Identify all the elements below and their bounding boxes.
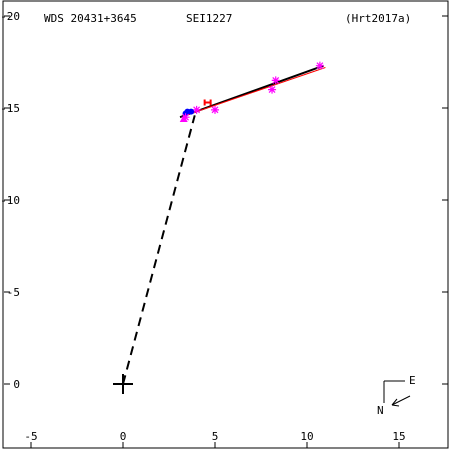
wds-id-label: WDS 20431+3645	[44, 12, 137, 25]
observation-asterisk-3	[211, 105, 219, 114]
observation-asterisk-9	[181, 113, 190, 122]
node-to-primary-dashed-line	[122, 115, 196, 385]
compass-north-label: N	[377, 404, 384, 417]
x-tick-label: 15	[392, 430, 405, 443]
x-tick-label: -5	[24, 430, 37, 443]
fit-lines-group	[113, 64, 326, 394]
discoverer-label: SEI1227	[186, 12, 232, 25]
compass-east-label: E	[409, 374, 416, 387]
y-tick-label: 0	[13, 378, 20, 391]
axes-group: -5 0 5 10 15 -20 -15 -10 -5 0	[0, 10, 448, 448]
observation-square-4	[203, 99, 212, 106]
linear-fit-line	[185, 67, 326, 116]
observation-triangle-10	[179, 115, 188, 123]
observation-asterisk-1	[271, 76, 280, 85]
x-tick-label: 5	[212, 430, 219, 443]
observation-marks-group	[179, 61, 324, 123]
y-tick-label: -20	[0, 10, 20, 23]
compass-arrowhead	[391, 398, 400, 407]
observation-asterisk-5	[192, 105, 201, 114]
x-tick-label: 10	[300, 430, 313, 443]
observation-asterisk-2	[268, 85, 277, 94]
y-tick-label: -5	[7, 286, 20, 299]
observation-asterisk-0	[315, 61, 324, 70]
compass: E N	[377, 374, 416, 417]
y-tick-label: -10	[0, 194, 20, 207]
reference-label: (Hrt2017a)	[345, 12, 411, 25]
y-tick-label: -15	[0, 102, 20, 115]
x-tick-label: 0	[120, 430, 127, 443]
compass-motion-arrow	[391, 395, 411, 406]
